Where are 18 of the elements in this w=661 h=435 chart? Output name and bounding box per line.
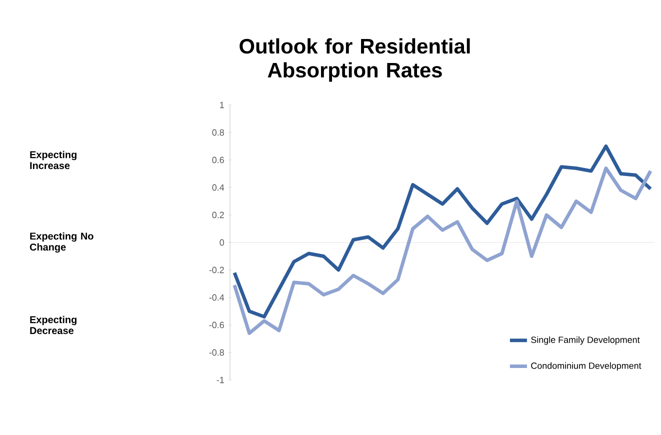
- line-series: [232, 166, 652, 335]
- chart-title: Outlook for Residential Absorption Rates: [240, 38, 470, 82]
- text: Expecting Increase: [30, 150, 76, 170]
- y-tick-label: -0.6: [209, 322, 224, 328]
- legend-label: Condominium Development: [531, 362, 642, 371]
- y-tick-label: -0.8: [209, 349, 224, 356]
- y-tick-label: 0.2: [212, 212, 224, 218]
- legend-label: Single Family Development: [531, 336, 640, 345]
- y-tick-label: -0.2: [209, 266, 224, 274]
- y-tick-label: -1: [216, 376, 224, 384]
- y-tick-label: 0.4: [212, 184, 224, 191]
- y-tick-label: 0: [220, 239, 224, 246]
- y-tick-label: 1: [220, 102, 224, 108]
- y-tick-label: 0.8: [212, 129, 224, 136]
- y-tick-label: 0.6: [212, 156, 224, 164]
- text: Expecting No Change: [30, 232, 94, 253]
- y-tick-label: -0.4: [209, 294, 224, 301]
- text: Expecting Decrease: [30, 316, 76, 334]
